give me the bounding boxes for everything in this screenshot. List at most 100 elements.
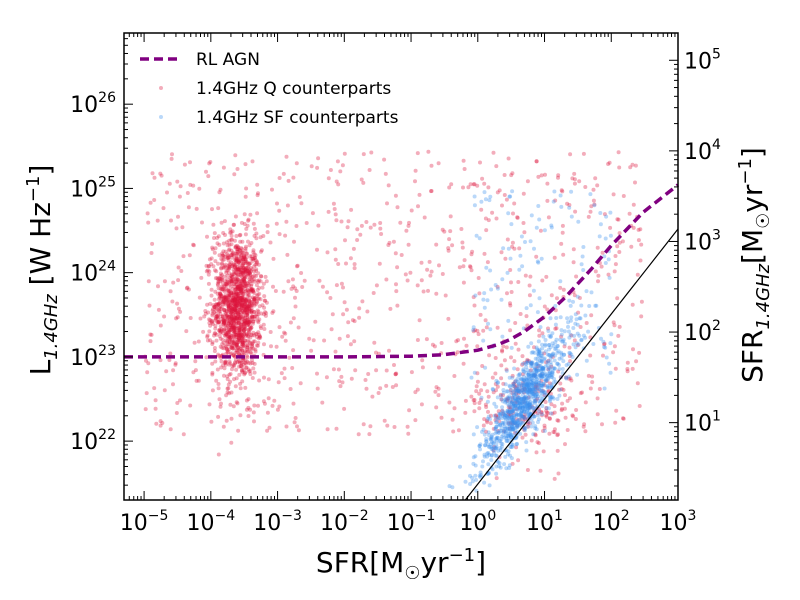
q-point bbox=[203, 309, 208, 313]
q-point bbox=[223, 233, 227, 237]
q-point bbox=[242, 325, 247, 330]
q-point bbox=[322, 338, 327, 343]
q-point bbox=[243, 304, 248, 309]
q-point bbox=[231, 318, 236, 323]
q-point bbox=[226, 293, 231, 298]
q-point bbox=[294, 289, 299, 293]
q-point bbox=[559, 241, 564, 246]
q-point bbox=[634, 359, 639, 364]
q-point bbox=[291, 401, 296, 406]
q-point bbox=[253, 253, 258, 258]
q-point bbox=[492, 445, 497, 449]
sf-point bbox=[520, 388, 525, 393]
q-point bbox=[253, 332, 258, 337]
q-point bbox=[240, 239, 245, 244]
sf-point bbox=[493, 426, 498, 431]
q-point bbox=[243, 261, 248, 266]
q-point bbox=[344, 261, 348, 266]
q-point bbox=[216, 297, 221, 302]
q-point bbox=[378, 221, 383, 225]
q-point bbox=[243, 299, 248, 303]
q-point bbox=[207, 321, 212, 325]
q-point bbox=[252, 403, 257, 408]
q-point bbox=[234, 332, 239, 337]
q-point bbox=[234, 267, 238, 271]
q-point bbox=[241, 310, 246, 314]
q-point bbox=[218, 336, 223, 341]
q-point bbox=[243, 246, 248, 251]
q-point bbox=[208, 318, 213, 323]
q-point bbox=[552, 427, 557, 432]
q-point bbox=[230, 306, 235, 311]
sf-point bbox=[534, 372, 539, 377]
q-point bbox=[246, 360, 251, 365]
q-point bbox=[252, 333, 257, 338]
q-point bbox=[235, 285, 240, 290]
sf-point bbox=[567, 298, 572, 303]
sf-point bbox=[604, 355, 609, 360]
q-point bbox=[503, 256, 508, 261]
q-point bbox=[152, 175, 157, 180]
q-point bbox=[520, 362, 525, 367]
sf-point bbox=[502, 415, 507, 420]
q-point bbox=[241, 335, 246, 340]
q-point bbox=[549, 293, 554, 298]
q-point bbox=[247, 296, 252, 300]
q-point bbox=[227, 242, 232, 247]
q-point bbox=[176, 278, 181, 283]
q-point bbox=[567, 345, 572, 350]
q-point bbox=[242, 274, 247, 279]
q-point bbox=[213, 315, 218, 320]
q-point bbox=[210, 313, 215, 318]
q-point bbox=[240, 257, 245, 262]
sf-point bbox=[502, 435, 507, 440]
sf-point bbox=[535, 310, 540, 315]
q-point bbox=[213, 331, 218, 336]
q-point bbox=[146, 220, 151, 225]
q-point bbox=[184, 286, 189, 291]
q-point bbox=[584, 321, 589, 325]
q-point bbox=[246, 305, 250, 309]
q-point bbox=[495, 415, 500, 420]
q-point bbox=[633, 180, 637, 185]
q-point bbox=[224, 332, 229, 337]
q-point bbox=[214, 316, 218, 321]
sf-point bbox=[487, 483, 492, 488]
q-point bbox=[234, 332, 239, 337]
q-point bbox=[226, 386, 231, 391]
q-point bbox=[248, 368, 253, 373]
q-point bbox=[277, 232, 282, 237]
q-point bbox=[555, 296, 559, 301]
q-point bbox=[250, 376, 255, 380]
q-point bbox=[240, 304, 245, 309]
q-point bbox=[482, 251, 487, 256]
q-point bbox=[242, 340, 247, 345]
q-point bbox=[216, 382, 221, 386]
q-point bbox=[567, 354, 572, 359]
q-point bbox=[159, 173, 164, 178]
q-point bbox=[237, 302, 242, 307]
q-point bbox=[223, 296, 228, 301]
q-point bbox=[233, 304, 237, 309]
q-point bbox=[295, 263, 300, 268]
q-point bbox=[475, 379, 480, 384]
q-point bbox=[227, 339, 232, 344]
q-point bbox=[229, 274, 234, 278]
q-point bbox=[476, 332, 481, 337]
q-point bbox=[548, 381, 552, 386]
q-point bbox=[559, 387, 564, 391]
q-point bbox=[639, 314, 644, 319]
q-point bbox=[427, 259, 432, 264]
sf-point bbox=[510, 375, 515, 380]
q-point bbox=[360, 299, 365, 304]
sf-point bbox=[505, 270, 510, 275]
sf-point bbox=[535, 259, 540, 264]
q-point bbox=[537, 328, 542, 333]
q-point bbox=[239, 259, 244, 264]
q-point bbox=[534, 159, 539, 164]
q-point bbox=[242, 322, 247, 327]
q-point bbox=[331, 367, 336, 372]
sf-point bbox=[559, 204, 564, 209]
q-point bbox=[559, 408, 564, 413]
q-point bbox=[229, 325, 234, 330]
